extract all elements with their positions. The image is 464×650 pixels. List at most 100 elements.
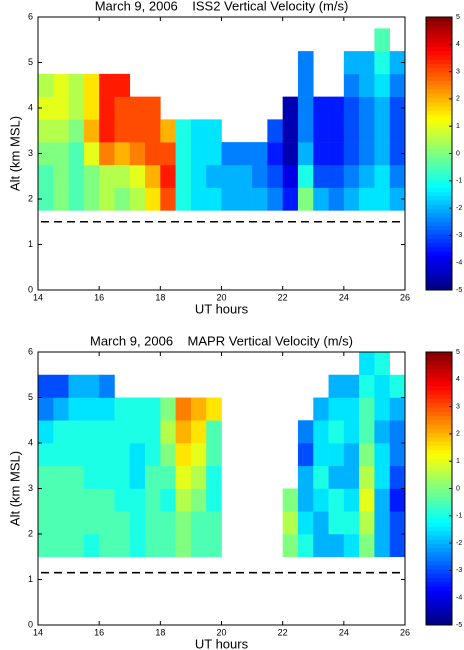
colorbar-segment — [426, 153, 452, 159]
colorbar-tick-label: -2 — [456, 540, 462, 547]
x-tick-label: 18 — [155, 627, 165, 637]
x-tick-label: 22 — [278, 292, 288, 302]
y-tick-label: 4 — [28, 437, 33, 447]
cell — [99, 534, 115, 558]
cell — [99, 119, 115, 143]
cell — [343, 465, 360, 489]
cell — [282, 96, 299, 120]
x-tick-label: 24 — [339, 292, 349, 302]
cell — [297, 534, 314, 558]
colorbar-segment — [426, 247, 452, 253]
cell — [313, 142, 329, 166]
cell — [129, 420, 146, 444]
colorbar-segment — [426, 46, 452, 52]
cell — [160, 187, 176, 211]
colorbar-segment — [426, 505, 452, 511]
cell — [374, 119, 391, 143]
cell — [282, 164, 299, 188]
cell — [297, 96, 314, 120]
plot: March 9, 2006 ISS2 Vertical Velocity (m/… — [7, 0, 462, 316]
cell — [297, 187, 314, 211]
cell — [160, 511, 176, 535]
cell — [53, 164, 69, 188]
cell — [83, 420, 100, 444]
cell — [389, 164, 406, 188]
cell — [343, 511, 360, 535]
cell — [129, 187, 146, 211]
colorbar-tick-label: -4 — [456, 260, 462, 267]
cell — [359, 443, 375, 467]
colorbar-segment — [426, 208, 452, 214]
colorbar-segment — [426, 428, 452, 434]
colorbar-segment — [426, 398, 452, 404]
cell — [53, 420, 69, 444]
colorbar-segment — [426, 514, 452, 519]
cell — [83, 397, 100, 421]
colorbar-segment — [426, 561, 452, 566]
colorbar-segment — [426, 238, 452, 244]
cell — [374, 397, 391, 421]
cell — [374, 534, 391, 558]
cell — [68, 164, 85, 188]
y-tick-label: 2 — [28, 528, 33, 538]
cell — [68, 73, 85, 97]
cell — [206, 420, 222, 444]
cell — [206, 164, 222, 188]
colorbar-segment — [426, 264, 452, 270]
cell — [389, 51, 406, 75]
cell — [175, 465, 192, 489]
plot: March 9, 2006 MAPR Vertical Velocity (m/… — [7, 333, 462, 650]
cell — [114, 488, 131, 512]
cell — [343, 119, 360, 143]
colorbar-tick-label: -1 — [456, 513, 462, 520]
cell — [313, 488, 329, 512]
cell — [343, 164, 360, 188]
y-tick-label: 0 — [28, 619, 33, 629]
cell — [38, 511, 54, 535]
colorbar-segment — [426, 204, 452, 210]
cell — [53, 119, 69, 143]
cell — [374, 488, 391, 512]
cell — [252, 164, 268, 188]
x-axis-label: UT hours — [195, 301, 249, 316]
cell — [129, 96, 146, 120]
colorbar-segment — [426, 25, 452, 31]
cell — [68, 534, 85, 558]
colorbar-segment — [426, 441, 452, 447]
colorbar-segment — [426, 616, 452, 622]
cell — [313, 465, 329, 489]
colorbar-segment — [426, 42, 452, 48]
cell — [206, 443, 222, 467]
cell — [160, 420, 176, 444]
colorbar-segment — [426, 191, 452, 197]
colorbar-segment — [426, 136, 452, 142]
colorbar-segment — [426, 200, 452, 206]
cell — [190, 119, 207, 143]
cell — [282, 511, 299, 535]
colorbar-segment — [426, 234, 452, 240]
cell — [374, 443, 391, 467]
cell — [129, 142, 146, 166]
colorbar-segment — [426, 132, 452, 137]
y-tick-label: 6 — [28, 11, 33, 21]
cell — [145, 187, 161, 211]
cell — [190, 465, 207, 489]
colorbar-segment — [426, 467, 452, 472]
cell — [389, 511, 406, 535]
colorbar-segment — [426, 573, 452, 579]
cell — [129, 511, 146, 535]
colorbar-segment — [426, 85, 452, 91]
cell — [297, 420, 314, 444]
cell — [145, 397, 161, 421]
cell — [190, 488, 207, 512]
cell — [53, 534, 69, 558]
cell — [389, 534, 406, 558]
colorbar-segment — [426, 612, 452, 617]
colorbar-segment — [426, 603, 452, 609]
colorbar-tick-label: -5 — [456, 622, 462, 629]
cell — [83, 164, 100, 188]
cell — [343, 96, 360, 120]
colorbar-segment — [426, 526, 452, 532]
colorbar-segment — [426, 595, 452, 600]
